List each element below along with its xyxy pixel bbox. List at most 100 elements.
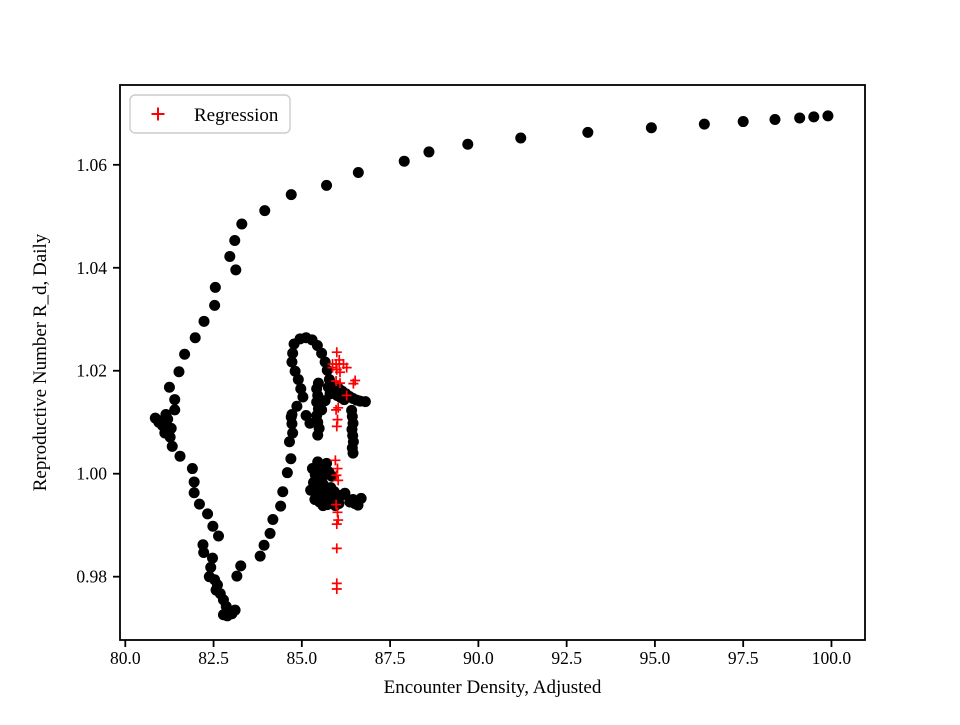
data-point-Regression: [331, 404, 342, 415]
data-point-trajectory: [259, 205, 271, 217]
data-point-trajectory: [292, 373, 304, 385]
x-tick-label: 95.0: [640, 648, 671, 668]
data-point-Regression: [331, 421, 342, 432]
data-point-trajectory: [645, 122, 657, 134]
data-point-trajectory: [822, 110, 834, 122]
data-point-trajectory: [324, 388, 336, 400]
data-point-trajectory: [189, 332, 201, 344]
data-point-trajectory: [355, 492, 367, 504]
data-point-trajectory: [193, 498, 205, 510]
y-tick-label: 1.00: [76, 464, 107, 484]
data-point-Regression: [341, 390, 352, 401]
x-tick-label: 85.0: [287, 648, 318, 668]
data-point-Regression: [331, 347, 342, 358]
data-point-trajectory: [285, 189, 297, 201]
data-point-trajectory: [326, 470, 338, 482]
data-point-trajectory: [286, 408, 298, 420]
data-point-trajectory: [166, 440, 178, 452]
data-point-trajectory: [229, 234, 241, 246]
data-point-trajectory: [258, 539, 270, 551]
data-point-trajectory: [213, 530, 225, 542]
data-point-trajectory: [347, 447, 359, 459]
data-point-trajectory: [202, 508, 214, 520]
data-point-trajectory: [582, 126, 594, 138]
data-point-trajectory: [321, 499, 333, 511]
data-point-trajectory: [286, 356, 298, 368]
x-axis-label: Encounter Density, Adjusted: [384, 677, 602, 698]
data-point-trajectory: [207, 520, 219, 532]
data-point-trajectory: [304, 417, 316, 429]
data-point-trajectory: [207, 552, 219, 564]
data-point-Regression: [341, 362, 352, 373]
data-point-trajectory: [333, 498, 345, 510]
data-point-trajectory: [169, 404, 181, 416]
axes-ticks: 80.0 82.5 85.0 87.5 90.0 92.5 95.0 97.5 100.0 0.9…: [76, 155, 851, 668]
data-point-trajectory: [236, 218, 248, 230]
data-point-trajectory: [515, 132, 527, 144]
data-point-trajectory: [174, 450, 186, 462]
plot-border: [119, 84, 866, 641]
y-tick-label: 0.98: [76, 567, 107, 587]
data-point-trajectory: [231, 570, 243, 582]
data-point-trajectory: [316, 347, 328, 359]
data-point-trajectory: [808, 111, 820, 123]
data-point-Regression: [333, 475, 344, 486]
data-point-trajectory: [769, 113, 781, 125]
data-point-trajectory: [289, 365, 301, 377]
data-point-trajectory: [188, 476, 200, 488]
data-point-trajectory: [309, 493, 321, 505]
data-point-trajectory: [198, 546, 210, 558]
data-point-trajectory: [275, 500, 287, 512]
data-point-Regression: [331, 519, 342, 530]
regression-plus-icon: [151, 107, 165, 121]
data-point-trajectory: [169, 394, 181, 406]
data-point-Regression: [331, 499, 342, 510]
data-point-trajectory: [198, 315, 210, 327]
data-point-trajectory: [312, 429, 324, 441]
data-point-trajectory: [179, 348, 191, 360]
data-point-Regression: [331, 470, 342, 481]
data-point-Regression: [333, 402, 344, 413]
data-point-trajectory: [287, 347, 299, 359]
data-point-trajectory: [321, 457, 333, 469]
data-point-trajectory: [297, 391, 309, 403]
legend-box: [129, 94, 291, 134]
data-point-trajectory: [173, 366, 185, 378]
x-tick-label: 97.5: [728, 648, 759, 668]
data-point-trajectory: [291, 400, 303, 412]
data-point-trajectory: [164, 431, 176, 443]
data-point-trajectory: [209, 281, 221, 293]
data-point-trajectory: [794, 112, 806, 124]
data-point-trajectory: [277, 486, 289, 498]
y-axis-label: Reproductive Number R_d, Daily: [30, 233, 51, 491]
data-point-trajectory: [321, 364, 333, 376]
data-point-trajectory: [287, 427, 299, 439]
data-point-trajectory: [423, 146, 435, 158]
data-point-trajectory: [347, 493, 359, 505]
data-point-trajectory: [224, 250, 236, 262]
x-tick-label: 92.5: [551, 648, 582, 668]
data-point-trajectory: [737, 116, 749, 128]
data-point-trajectory: [235, 560, 247, 572]
data-points: [149, 110, 834, 622]
data-point-trajectory: [230, 264, 242, 276]
data-point-Regression: [331, 584, 342, 595]
data-point-Regression: [348, 378, 359, 389]
legend: Regression: [129, 94, 291, 134]
x-tick-label: 87.5: [375, 648, 406, 668]
data-point-trajectory: [339, 487, 351, 499]
data-point-trajectory: [352, 167, 364, 179]
data-point-trajectory: [698, 118, 710, 130]
data-point-Regression: [331, 543, 342, 554]
data-point-trajectory: [186, 463, 198, 475]
data-point-trajectory: [281, 467, 293, 479]
data-point-Regression: [334, 378, 345, 389]
legend-label: Regression: [194, 105, 279, 126]
data-point-trajectory: [283, 436, 295, 448]
x-tick-label: 82.5: [198, 648, 229, 668]
data-point-Regression: [332, 463, 343, 474]
y-tick-label: 1.02: [76, 361, 107, 381]
data-point-trajectory: [254, 550, 266, 562]
